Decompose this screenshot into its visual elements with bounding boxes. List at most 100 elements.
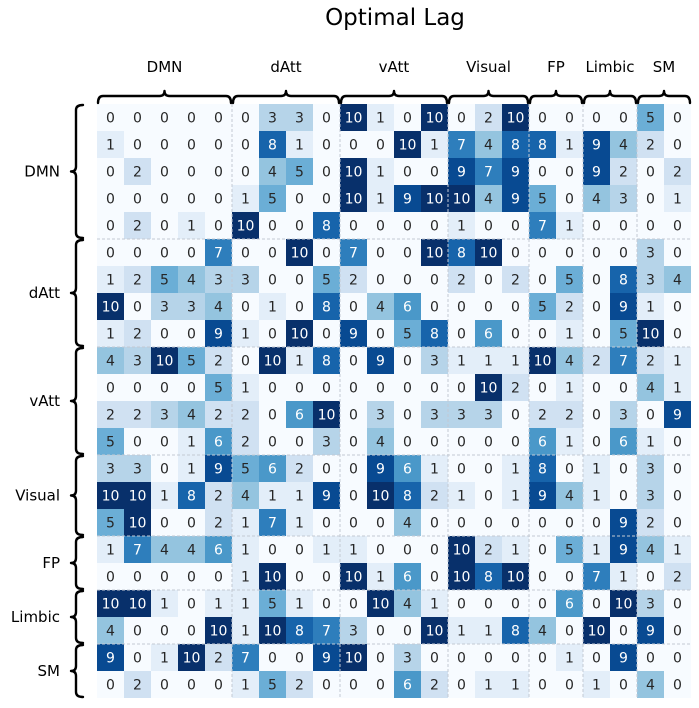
left-group-brace: [69, 643, 85, 699]
heatmap-cell: [124, 644, 151, 671]
heatmap-cell: [448, 347, 475, 374]
cell-value-label: 0: [322, 678, 331, 694]
heatmap-cell: [340, 509, 367, 536]
heatmap-cell: [475, 509, 502, 536]
cell-value-label: 0: [538, 678, 547, 694]
cell-value-label: 0: [106, 381, 115, 397]
heatmap-cell: [448, 563, 475, 590]
cell-value-label: 1: [295, 597, 304, 613]
cell-value-label: 0: [592, 273, 601, 289]
heatmap-cell: [205, 131, 232, 158]
cell-value-label: 2: [133, 327, 142, 343]
heatmap-cell: [448, 536, 475, 563]
heatmap-cell: [448, 509, 475, 536]
heatmap-cell: [124, 104, 151, 131]
heatmap-cell: [394, 320, 421, 347]
heatmap-cell: [313, 617, 340, 644]
cell-value-label: 0: [538, 651, 547, 667]
heatmap-cell: [664, 212, 691, 239]
heatmap-cell: [610, 590, 637, 617]
cell-value-label: 0: [457, 651, 466, 667]
heatmap-cell: [340, 482, 367, 509]
cell-value-label: 4: [214, 300, 223, 316]
cell-value-label: 1: [241, 516, 250, 532]
cell-value-label: 10: [507, 570, 525, 586]
heatmap-cell: [367, 374, 394, 401]
heatmap-cell: [286, 428, 313, 455]
heatmap-cell: [394, 293, 421, 320]
heatmap-cell: [259, 644, 286, 671]
heatmap-cell: [529, 644, 556, 671]
top-group-label: dAtt: [270, 58, 301, 76]
heatmap-cell: [232, 266, 259, 293]
cell-value-label: 0: [106, 165, 115, 181]
cell-value-label: 9: [403, 192, 412, 208]
cell-value-label: 0: [295, 651, 304, 667]
cell-value-label: 2: [646, 138, 655, 154]
heatmap-cell: [97, 536, 124, 563]
heatmap-cell: [367, 401, 394, 428]
cell-value-label: 4: [187, 543, 196, 559]
heatmap-cell: [367, 563, 394, 590]
heatmap-cell: [97, 563, 124, 590]
heatmap-cell: [664, 185, 691, 212]
heatmap-cell: [475, 266, 502, 293]
heatmap-cell: [475, 212, 502, 239]
cell-value-label: 1: [241, 597, 250, 613]
cell-value-label: 0: [403, 165, 412, 181]
heatmap-cell: [151, 131, 178, 158]
heatmap-cell: [448, 212, 475, 239]
cell-value-label: 5: [565, 273, 574, 289]
heatmap-cell: [637, 320, 664, 347]
heatmap-cell: [394, 482, 421, 509]
heatmap-cell: [583, 428, 610, 455]
cell-value-label: 10: [102, 300, 120, 316]
cell-value-label: 3: [160, 300, 169, 316]
cell-value-label: 2: [592, 354, 601, 370]
heatmap-cell: [286, 158, 313, 185]
cell-value-label: 0: [241, 354, 250, 370]
cell-value-label: 10: [264, 354, 282, 370]
cell-value-label: 7: [484, 165, 493, 181]
heatmap-cell: [151, 212, 178, 239]
cell-value-label: 0: [592, 219, 601, 235]
heatmap-cell: [151, 509, 178, 536]
cell-value-label: 0: [106, 192, 115, 208]
heatmap-cell: [259, 185, 286, 212]
cell-value-label: 2: [241, 435, 250, 451]
cell-value-label: 8: [484, 570, 493, 586]
heatmap-cell: [286, 482, 313, 509]
cell-value-label: 0: [187, 624, 196, 640]
heatmap-cell: [232, 131, 259, 158]
heatmap-cell: [583, 401, 610, 428]
cell-value-label: 0: [619, 111, 628, 127]
cell-value-label: 0: [187, 192, 196, 208]
cell-value-label: 0: [592, 381, 601, 397]
heatmap-cell: [475, 131, 502, 158]
cell-value-label: 0: [295, 435, 304, 451]
cell-value-label: 1: [592, 489, 601, 505]
cell-value-label: 6: [295, 408, 304, 424]
heatmap-cell: [529, 320, 556, 347]
cell-value-label: 1: [106, 543, 115, 559]
cell-value-label: 0: [376, 381, 385, 397]
left-group-label: DMN: [24, 163, 60, 181]
left-group-label: vAtt: [29, 392, 60, 410]
heatmap-cell: [637, 536, 664, 563]
heatmap-cell: [448, 455, 475, 482]
heatmap-cell: [97, 239, 124, 266]
cell-value-label: 1: [619, 570, 628, 586]
cell-value-label: 0: [619, 219, 628, 235]
heatmap-cell: [151, 617, 178, 644]
cell-value-label: 8: [187, 489, 196, 505]
cell-value-label: 10: [264, 570, 282, 586]
cell-value-label: 1: [457, 624, 466, 640]
cell-value-label: 0: [187, 570, 196, 586]
heatmap-cell: [664, 455, 691, 482]
cell-value-label: 5: [106, 435, 115, 451]
heatmap-cell: [232, 158, 259, 185]
heatmap-cell: [610, 212, 637, 239]
cell-value-label: 0: [646, 219, 655, 235]
cell-value-label: 0: [349, 489, 358, 505]
